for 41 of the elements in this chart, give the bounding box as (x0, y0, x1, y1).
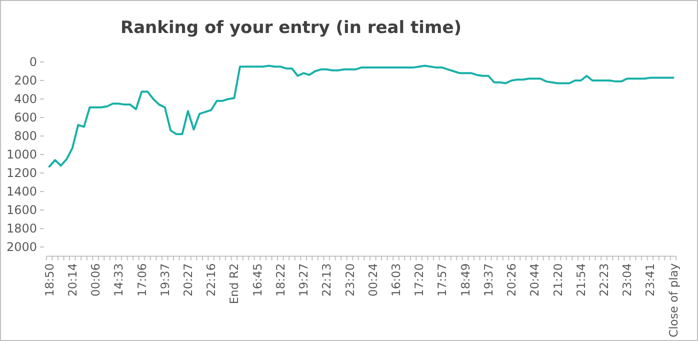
x-tick-label: 17:20 (412, 263, 426, 296)
x-tick-label: 17:57 (435, 263, 450, 296)
y-tick-label: 800 (14, 129, 37, 144)
y-tick-label: 600 (14, 110, 37, 125)
y-tick-label: 1000 (6, 148, 37, 162)
x-tick-label: 21:54 (574, 263, 588, 296)
y-tick-label: 2000 (6, 240, 37, 254)
chart-title: Ranking of your entry (in real time) (120, 18, 462, 38)
x-tick-label: 22:16 (204, 263, 218, 296)
x-tick-label: 18:50 (42, 263, 56, 296)
x-tick-label: 16:45 (250, 263, 264, 296)
y-tick-label: 0 (29, 55, 37, 70)
x-tick-label: 19:37 (158, 263, 172, 296)
x-tick-label: 14:33 (112, 263, 126, 296)
x-tick-label: 00:06 (88, 263, 103, 296)
x-tick-label: 20:44 (528, 263, 542, 296)
x-tick-label: Close of play (666, 263, 680, 338)
line-series (48, 64, 674, 168)
x-tick-label: 23:04 (620, 263, 634, 296)
x-tick-label: 22:13 (320, 263, 334, 296)
x-tick-label: 19:27 (296, 263, 311, 296)
y-tick-label: 1400 (6, 184, 37, 199)
y-tick-label: 200 (14, 74, 37, 88)
x-tick-label: 20:26 (504, 263, 519, 296)
y-tick-label: 1800 (6, 222, 37, 236)
y-tick-label: 400 (14, 92, 37, 106)
x-tick-label: End R2 (227, 263, 242, 304)
x-tick-label: 19:37 (481, 263, 496, 296)
y-tick-label: 1200 (6, 166, 37, 180)
x-tick-label: 22:23 (596, 263, 611, 296)
x-tick-label: 18:49 (458, 263, 472, 296)
x-tick-label: 20:27 (180, 263, 195, 296)
x-tick-label: 20:14 (65, 263, 80, 296)
x-tick-label: 23:20 (342, 263, 357, 296)
x-tick-label: 00:24 (366, 263, 380, 296)
x-tick-label: 23:41 (643, 263, 658, 296)
x-tick-label: 17:06 (134, 263, 149, 296)
y-tick-label: 1600 (6, 203, 37, 218)
x-tick-label: 21:20 (550, 263, 565, 296)
x-tick-label: 16:03 (388, 263, 403, 296)
x-tick-label: 18:22 (273, 263, 288, 296)
